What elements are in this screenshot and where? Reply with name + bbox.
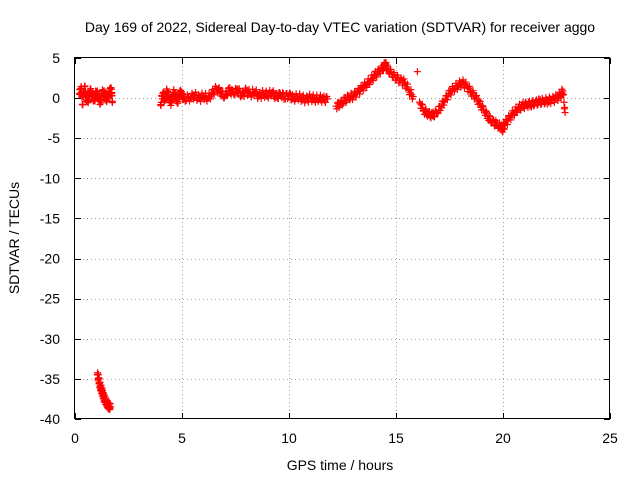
- data-point-fill: [443, 96, 451, 104]
- y-tick-label: -40: [40, 411, 60, 427]
- data-point-fill: [478, 102, 486, 110]
- data-point-fill: [483, 108, 491, 116]
- y-axis-label: SDTVAR / TECUs: [6, 182, 22, 294]
- y-tick-label: -30: [40, 331, 60, 347]
- x-tick-label: 20: [495, 430, 511, 446]
- data-point-fill: [418, 100, 426, 108]
- data-point-fill: [203, 97, 211, 105]
- data-layer: [75, 59, 569, 414]
- data-point-fill: [207, 95, 215, 103]
- data-point: [409, 93, 417, 101]
- data-point-fill: [407, 86, 415, 94]
- data-point-fill: [339, 101, 346, 109]
- data-point-fill: [223, 92, 231, 100]
- data-point-fill: [482, 107, 490, 115]
- data-point-fill: [550, 98, 558, 106]
- data-point-fill: [473, 92, 481, 100]
- data-point: [561, 109, 569, 117]
- data-point-fill: [447, 91, 455, 99]
- data-point-fill: [560, 91, 568, 99]
- data-point-fill: [457, 83, 465, 91]
- y-tick-label: -15: [40, 210, 60, 226]
- data-point-fill: [359, 87, 367, 95]
- data-point-fill: [240, 93, 248, 101]
- data-point-fill: [301, 99, 309, 107]
- data-point-fill: [373, 73, 381, 81]
- data-point-fill: [342, 98, 350, 106]
- data-point-fill: [174, 99, 182, 107]
- data-point-fill: [296, 90, 304, 98]
- grid-layer: [75, 58, 610, 419]
- tick-layer: 0 5 10 15 20 25 5 0 -5 -10 -15 -20 -25 -30 -35 -40: [40, 50, 618, 446]
- y-tick-label: -35: [40, 371, 60, 387]
- x-axis-label: GPS time / hours: [287, 457, 394, 473]
- y-tick-label: -10: [40, 170, 60, 186]
- data-point-fill: [105, 94, 113, 102]
- x-tick-label: 15: [388, 430, 404, 446]
- data-point-fill: [321, 98, 329, 106]
- data-point-fill: [547, 100, 555, 108]
- data-point-fill: [475, 96, 483, 104]
- y-tick-label: -20: [40, 251, 60, 267]
- data-point-fill: [257, 94, 265, 102]
- data-point-fill: [503, 121, 511, 129]
- data-point-fill: [335, 103, 343, 111]
- data-point-fill: [215, 84, 223, 92]
- data-point-fill: [421, 106, 429, 114]
- data-point-fill: [462, 78, 470, 86]
- data-point-fill: [418, 101, 426, 109]
- data-point-fill: [108, 91, 116, 99]
- data-point-fill: [252, 86, 260, 94]
- data-point-fill: [476, 97, 484, 105]
- data-point-fill: [400, 75, 408, 83]
- y-tick-label: 5: [52, 50, 60, 66]
- x-tick-label: 5: [178, 430, 186, 446]
- x-tick-label: 25: [602, 430, 618, 446]
- data-point-fill: [356, 90, 364, 98]
- data-point-fill: [513, 108, 521, 116]
- data-point-fill: [304, 98, 312, 106]
- data-point-fill: [279, 89, 287, 97]
- y-tick-label: 0: [52, 90, 60, 106]
- data-point-fill: [485, 112, 493, 120]
- x-tick-label: 10: [281, 430, 297, 446]
- data-point-fill: [182, 96, 190, 104]
- data-point-fill: [79, 101, 87, 109]
- data-point-fill: [299, 91, 307, 99]
- data-point-fill: [453, 85, 461, 93]
- data-point-fill: [366, 80, 374, 88]
- data-point-fill: [560, 98, 568, 106]
- y-tick-label: -25: [40, 291, 60, 307]
- chart-title: Day 169 of 2022, Sidereal Day-to-day VTE…: [85, 19, 595, 35]
- data-point-fill: [289, 91, 297, 99]
- plot-frame: [74, 57, 610, 419]
- data-point: [413, 68, 421, 76]
- data-point-fill: [440, 101, 448, 109]
- x-tick-label: 0: [71, 430, 79, 446]
- data-point-fill: [469, 87, 477, 95]
- data-point: [108, 97, 116, 105]
- data-point-fill: [352, 93, 360, 101]
- data-point: [106, 403, 114, 411]
- data-point-fill: [422, 105, 430, 113]
- data-point-fill: [507, 116, 515, 124]
- data-point-fill: [465, 82, 473, 90]
- data-point-fill: [479, 103, 487, 111]
- data-point: [324, 95, 332, 103]
- data-point-fill: [403, 80, 411, 88]
- data-point-fill: [543, 100, 551, 108]
- data-point-fill: [210, 91, 218, 99]
- data-point-fill: [369, 77, 377, 85]
- data-point-fill: [178, 90, 186, 98]
- data-point-fill: [197, 97, 205, 105]
- y-tick-label: -5: [48, 130, 61, 146]
